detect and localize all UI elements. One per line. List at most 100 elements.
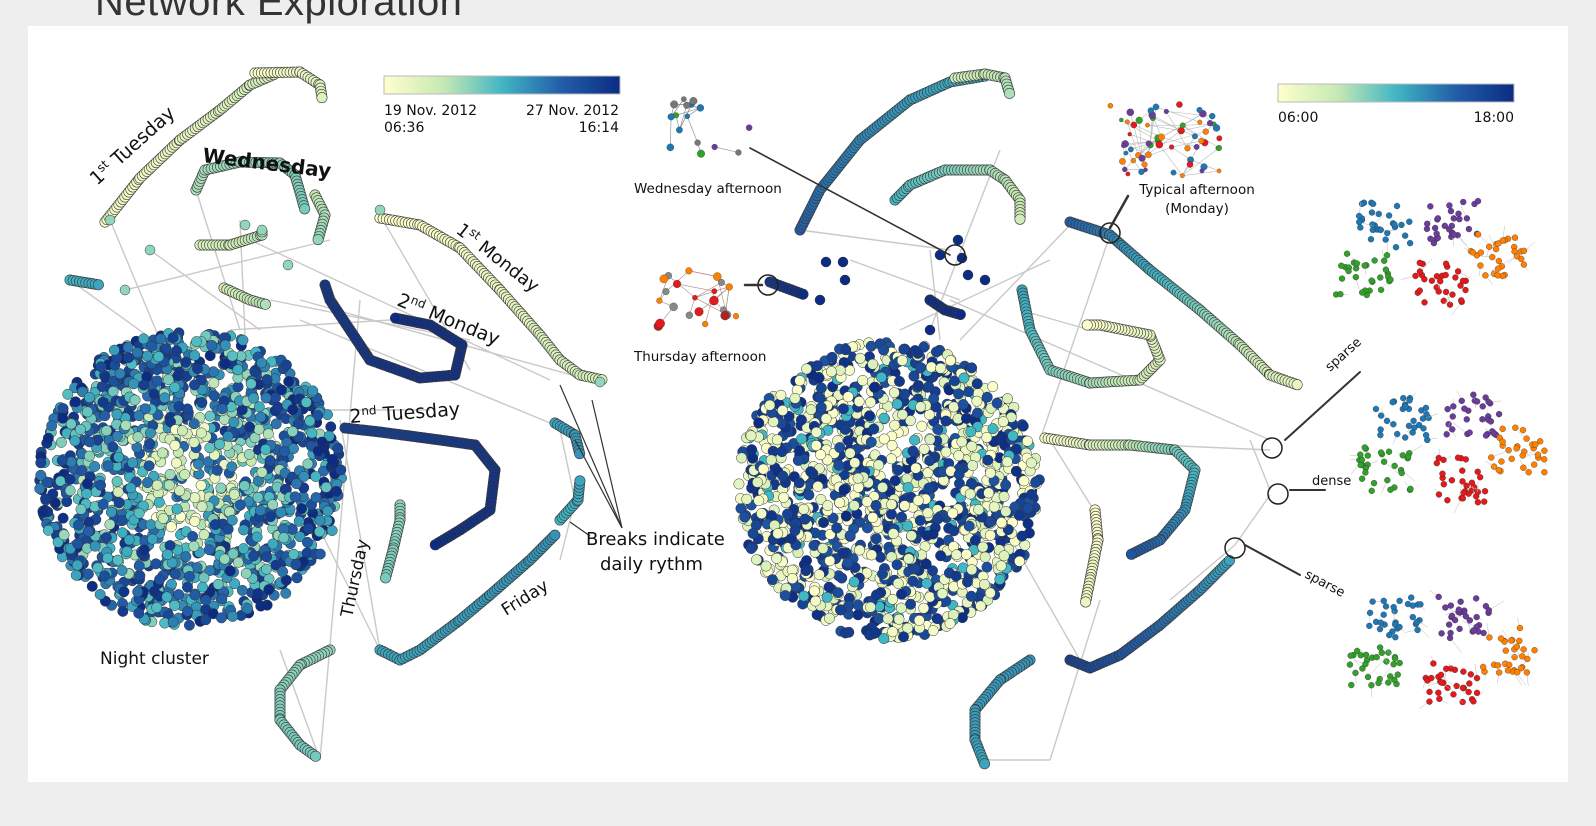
cluster-node (962, 576, 973, 588)
cluster-node (810, 440, 822, 451)
cluster-node (173, 401, 185, 412)
cluster-node (902, 520, 914, 532)
cluster-node (953, 450, 965, 462)
inset-node (1439, 470, 1446, 477)
cluster-node (272, 401, 284, 413)
chain-node (380, 572, 392, 584)
inset-node (1382, 236, 1389, 243)
cluster-node (147, 533, 159, 545)
network-edge (1249, 439, 1271, 491)
cluster-node (296, 503, 307, 515)
inset-node (732, 313, 740, 320)
inset-node (1499, 425, 1506, 432)
cluster-node (99, 570, 111, 582)
inset-node (684, 113, 690, 120)
inset-node (1414, 626, 1421, 634)
inset-node (1368, 487, 1375, 495)
cluster-node (169, 439, 181, 451)
inset-node (1494, 265, 1502, 272)
cluster-node (189, 515, 201, 527)
cluster-node (222, 430, 234, 442)
cluster-node (57, 412, 69, 424)
cluster-node (965, 426, 977, 438)
cluster-node (121, 545, 133, 557)
cluster-node (280, 587, 292, 599)
cluster-node (810, 595, 822, 607)
cluster-node (184, 570, 195, 582)
cluster-node (920, 558, 932, 570)
cluster-node (113, 451, 125, 463)
inset-node (1387, 276, 1394, 283)
chain-node (312, 234, 324, 246)
inset-node (1523, 435, 1530, 442)
inset-node (720, 310, 730, 321)
cluster-node (956, 436, 968, 448)
cluster-node (778, 492, 790, 503)
cluster-node (965, 590, 977, 602)
cluster-node (34, 483, 46, 495)
cluster-node (174, 485, 186, 497)
inset-node (1368, 209, 1376, 216)
inset-node (1177, 127, 1185, 135)
cluster-node (753, 495, 765, 507)
cluster-node (264, 455, 276, 467)
cluster-node (907, 445, 919, 457)
cluster-node (981, 391, 993, 403)
cluster-node (771, 552, 783, 564)
chain-node (104, 214, 116, 226)
inset-node (1458, 297, 1465, 304)
cluster-node (752, 476, 763, 488)
inset-node (1357, 451, 1364, 458)
cluster-node (967, 460, 979, 471)
cluster-node (192, 363, 203, 375)
inset-node (1152, 103, 1160, 111)
cluster-node (1010, 465, 1022, 477)
cluster-node (256, 357, 268, 369)
cluster-node (837, 547, 849, 559)
cluster-node (921, 577, 933, 589)
cluster-node (973, 504, 985, 516)
inset-node (1387, 486, 1394, 493)
cluster-node (112, 486, 124, 498)
cluster-node (219, 339, 231, 351)
inset-node (1446, 202, 1453, 209)
inset-node (1346, 661, 1354, 668)
network-edge (1039, 234, 1111, 441)
inset-node (1337, 290, 1344, 298)
cluster-node (148, 388, 160, 400)
inset-node (711, 288, 718, 295)
inset-node (1519, 426, 1527, 434)
inset-node (1520, 247, 1528, 255)
cluster-node (203, 544, 215, 556)
inset-node (1476, 474, 1484, 481)
cluster-node (208, 377, 220, 389)
cluster-node (291, 572, 303, 584)
cluster-node (167, 332, 179, 344)
inset-node (1216, 145, 1222, 151)
cluster-node (84, 436, 96, 448)
cluster-node (891, 398, 903, 410)
cluster-node (910, 462, 922, 474)
chain-node (239, 219, 251, 231)
cluster-node (767, 416, 779, 428)
inset-node (1366, 622, 1373, 630)
cluster-node (915, 401, 927, 413)
cluster-node (238, 524, 250, 536)
cluster-node (907, 575, 919, 587)
cluster-node (815, 449, 827, 461)
inset-node (1377, 274, 1384, 281)
cluster-node (215, 482, 227, 494)
inset-node (1385, 649, 1392, 656)
cluster-node (331, 485, 342, 497)
cluster-node (878, 633, 890, 645)
cluster-node (189, 589, 201, 601)
cluster-node (196, 397, 208, 408)
cluster-node (190, 336, 202, 348)
inset-node (1463, 416, 1470, 423)
inset-node (1356, 218, 1363, 226)
cluster-node (794, 445, 805, 457)
cluster-node (332, 442, 344, 454)
cluster-node (848, 576, 860, 588)
inset-node (1498, 458, 1505, 465)
inset-node (1442, 288, 1450, 296)
